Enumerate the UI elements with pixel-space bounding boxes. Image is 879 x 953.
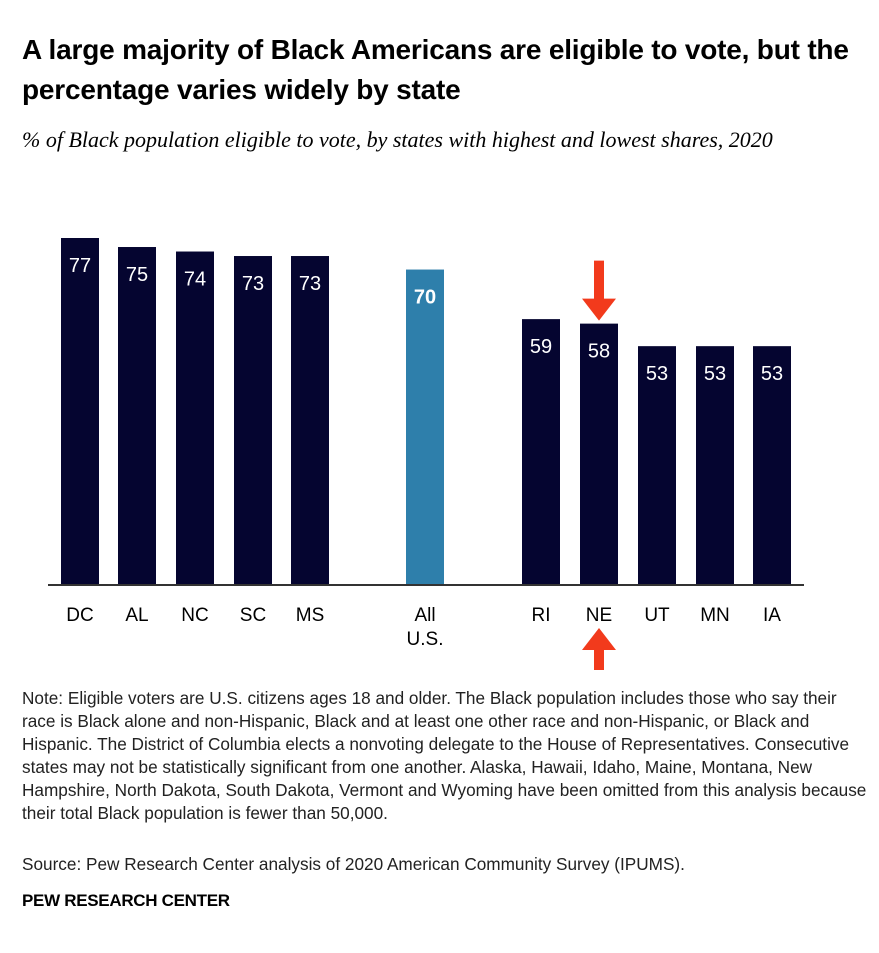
category-label-dc: DC: [66, 605, 93, 626]
category-label-ut: UT: [644, 605, 670, 626]
category-labels-layer: DC AL NC SC MS All U.S. RI NE UT MN IA: [66, 605, 781, 650]
bar-dc: [61, 238, 99, 585]
bar-value-label-all-u-s: 70: [414, 287, 436, 309]
category-label-al: AL: [125, 605, 148, 626]
bar-value-label-sc: 73: [242, 273, 264, 295]
bar-value-label-dc: 77: [69, 255, 91, 277]
arrow-up-icon: [582, 628, 616, 670]
chart-note: Note: Eligible voters are U.S. citizens …: [22, 688, 867, 823]
bars-layer: 77 75 74 73 73 70 59 58 53 53 53: [61, 238, 791, 586]
bar-sc: [234, 256, 272, 585]
bar-al: [118, 247, 156, 585]
bar-ri: [522, 319, 560, 585]
bar-value-label-ri: 59: [530, 336, 552, 358]
chart-subtitle: % of Black population eligible to vote, …: [22, 127, 773, 152]
bar-ia: [753, 346, 791, 585]
category-label-all-u-s: All U.S.: [407, 605, 444, 650]
bar-mn: [696, 346, 734, 585]
arrow-down-icon-shaft: [594, 260, 604, 301]
category-label-ia: IA: [763, 605, 781, 626]
bar-nc: [176, 251, 214, 586]
category-label-mn: MN: [700, 605, 730, 626]
arrow-down-icon-head: [582, 298, 616, 321]
bar-value-label-ms: 73: [299, 273, 321, 295]
bar-value-label-mn: 53: [704, 363, 726, 385]
bar-value-label-al: 75: [126, 264, 148, 286]
bar-value-label-nc: 74: [184, 269, 206, 291]
arrow-up-icon-shaft: [594, 648, 604, 670]
category-label-sc: SC: [240, 605, 266, 626]
chart-source: Source: Pew Research Center analysis of …: [22, 854, 685, 874]
arrow-up-icon-head: [582, 628, 616, 650]
chart-title: A large majority of Black Americans are …: [22, 34, 849, 105]
bar-value-label-ut: 53: [646, 363, 668, 385]
bar-all-u-s: [406, 269, 444, 585]
category-label-ri: RI: [532, 605, 551, 626]
bar-value-label-ia: 53: [761, 363, 783, 385]
bar-chart: 77 75 74 73 73 70 59 58 53 53 53 DC AL NC SC MS All U.S.…: [48, 238, 804, 670]
category-label-ms: MS: [296, 605, 325, 626]
bar-ms: [291, 256, 329, 585]
category-label-ne: NE: [586, 605, 612, 626]
bar-value-label-ne: 58: [588, 341, 610, 363]
category-label-nc: NC: [181, 605, 208, 626]
bar-ne: [580, 323, 618, 585]
pew-research-center-logo: PEW RESEARCH CENTER: [22, 891, 230, 910]
arrow-down-icon: [582, 260, 616, 321]
bar-ut: [638, 346, 676, 585]
annotation-layer: [582, 260, 616, 670]
